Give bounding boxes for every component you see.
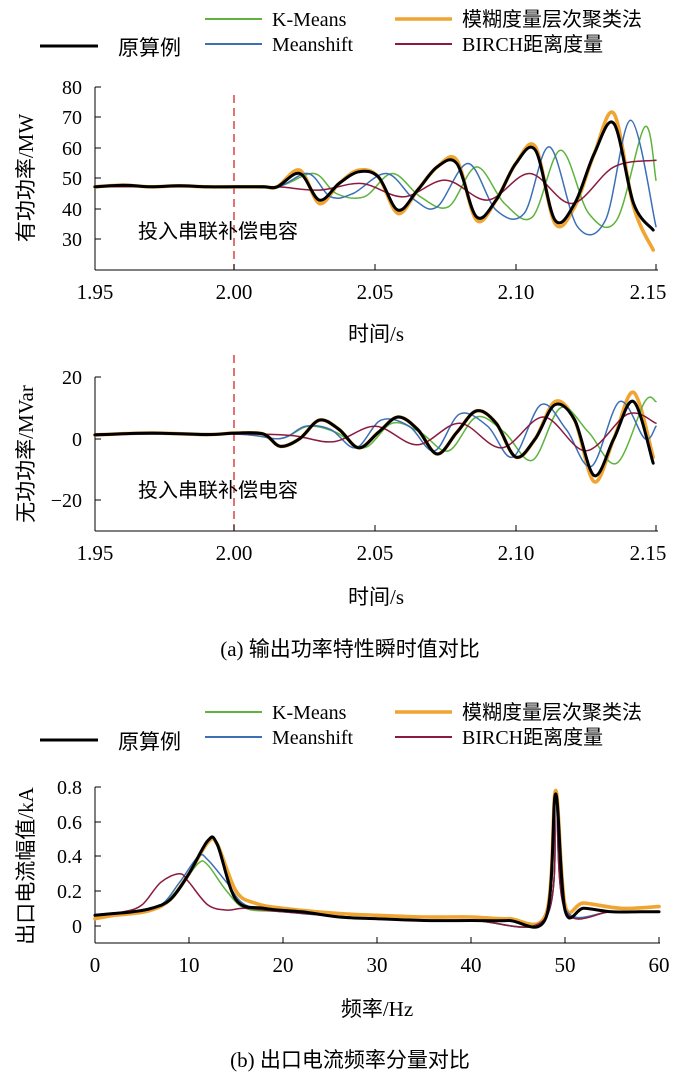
active-power-chart: 投入串联补偿电容 30 40 50 60 70 80 1.95 2.00 2.0… — [14, 77, 666, 346]
x-tick-label: 10 — [179, 953, 200, 977]
reactive-power-series-layer — [93, 390, 657, 484]
x-tick-label: 50 — [555, 953, 576, 977]
current-spectrum-y-axis-title: 出口电流幅值/kA — [14, 786, 38, 944]
x-tick-label: 2.00 — [216, 541, 253, 565]
reactive-power-annotation: 投入串联补偿电容 — [138, 479, 298, 502]
y-tick-label: 0 — [72, 429, 82, 451]
legend-b: 原算例 K-Means Meanshift 模糊度量层次聚类法 BIRCH距离度… — [40, 701, 642, 754]
legend-a: 原算例 K-Means Meanshift 模糊度量层次聚类法 BIRCH距离度… — [40, 8, 642, 60]
current-spectrum-x-axis-title: 频率/Hz — [341, 997, 413, 1021]
x-tick-label: 1.95 — [77, 280, 114, 304]
y-tick-label: 60 — [62, 138, 82, 160]
y-tick-label: 0.2 — [57, 881, 82, 903]
legend-a-kmeans-label: K-Means — [272, 9, 347, 31]
y-tick-label: −20 — [51, 490, 82, 512]
x-tick-label: 0 — [90, 953, 101, 977]
legend-a-fuzzy-label: 模糊度量层次聚类法 — [462, 8, 642, 31]
x-tick-label: 2.15 — [630, 541, 667, 565]
reactive-power-series-original — [93, 400, 655, 478]
active-power-x-axis-title: 时间/s — [348, 322, 404, 346]
x-tick-label: 1.95 — [77, 541, 114, 565]
reactive-power-series-kmeans — [94, 396, 657, 465]
x-tick-label: 2.15 — [630, 280, 667, 304]
x-tick-label: 20 — [273, 953, 294, 977]
legend-b-birch-label: BIRCH距离度量 — [462, 726, 603, 749]
x-tick-label: 40 — [461, 953, 482, 977]
reactive-power-y-axis-title: 无功功率/MVar — [14, 385, 38, 523]
legend-b-original-label: 原算例 — [118, 730, 181, 754]
x-tick-label: 60 — [649, 953, 670, 977]
y-tick-label: 50 — [62, 168, 82, 190]
active-power-annotation: 投入串联补偿电容 — [138, 220, 298, 243]
active-power-series-layer — [93, 110, 657, 252]
legend-b-fuzzy-label: 模糊度量层次聚类法 — [462, 701, 642, 724]
legend-b-meanshift-label: Meanshift — [272, 727, 354, 749]
legend-a-original-label: 原算例 — [118, 36, 181, 60]
reactive-power-series-meanshift — [94, 400, 657, 468]
reactive-power-series-birch — [94, 412, 657, 452]
y-tick-label: 0.4 — [57, 846, 82, 868]
current-spectrum-chart: 0 0.2 0.4 0.6 0.8 0 10 20 30 40 50 60 频率… — [14, 777, 670, 1021]
reactive-power-x-axis-title: 时间/s — [348, 585, 404, 609]
x-tick-label: 2.05 — [357, 541, 394, 565]
caption-b: (b) 出口电流频率分量对比 — [230, 1048, 470, 1072]
x-tick-label: 2.05 — [357, 280, 394, 304]
reactive-power-chart: 投入串联补偿电容 −20 0 20 1.95 2.00 2.05 2.10 2.… — [14, 355, 666, 609]
active-power-series-original — [93, 120, 655, 232]
current-spectrum-series-fuzzy — [93, 788, 661, 927]
active-power-series-meanshift — [94, 119, 657, 236]
active-power-y-axis-title: 有功功率/MW — [14, 114, 38, 243]
legend-b-kmeans-label: K-Means — [272, 702, 347, 724]
y-tick-label: 20 — [62, 367, 82, 389]
x-tick-label: 2.10 — [498, 280, 535, 304]
active-power-series-birch — [94, 159, 657, 205]
current-spectrum-series-layer — [93, 788, 661, 929]
x-tick-label: 2.10 — [498, 541, 535, 565]
legend-a-meanshift-label: Meanshift — [272, 34, 354, 56]
y-tick-label: 0.6 — [57, 812, 82, 834]
y-tick-label: 70 — [62, 107, 82, 129]
y-tick-label: 40 — [62, 199, 82, 221]
y-tick-label: 0 — [72, 916, 82, 938]
y-tick-label: 80 — [62, 77, 82, 99]
caption-a: (a) 输出功率特性瞬时值对比 — [220, 637, 480, 661]
legend-a-birch-label: BIRCH距离度量 — [462, 33, 603, 56]
current-spectrum-series-original — [93, 792, 661, 929]
x-tick-label: 2.00 — [216, 280, 253, 304]
y-tick-label: 30 — [62, 229, 82, 251]
x-tick-label: 30 — [367, 953, 388, 977]
y-tick-label: 0.8 — [57, 777, 82, 799]
